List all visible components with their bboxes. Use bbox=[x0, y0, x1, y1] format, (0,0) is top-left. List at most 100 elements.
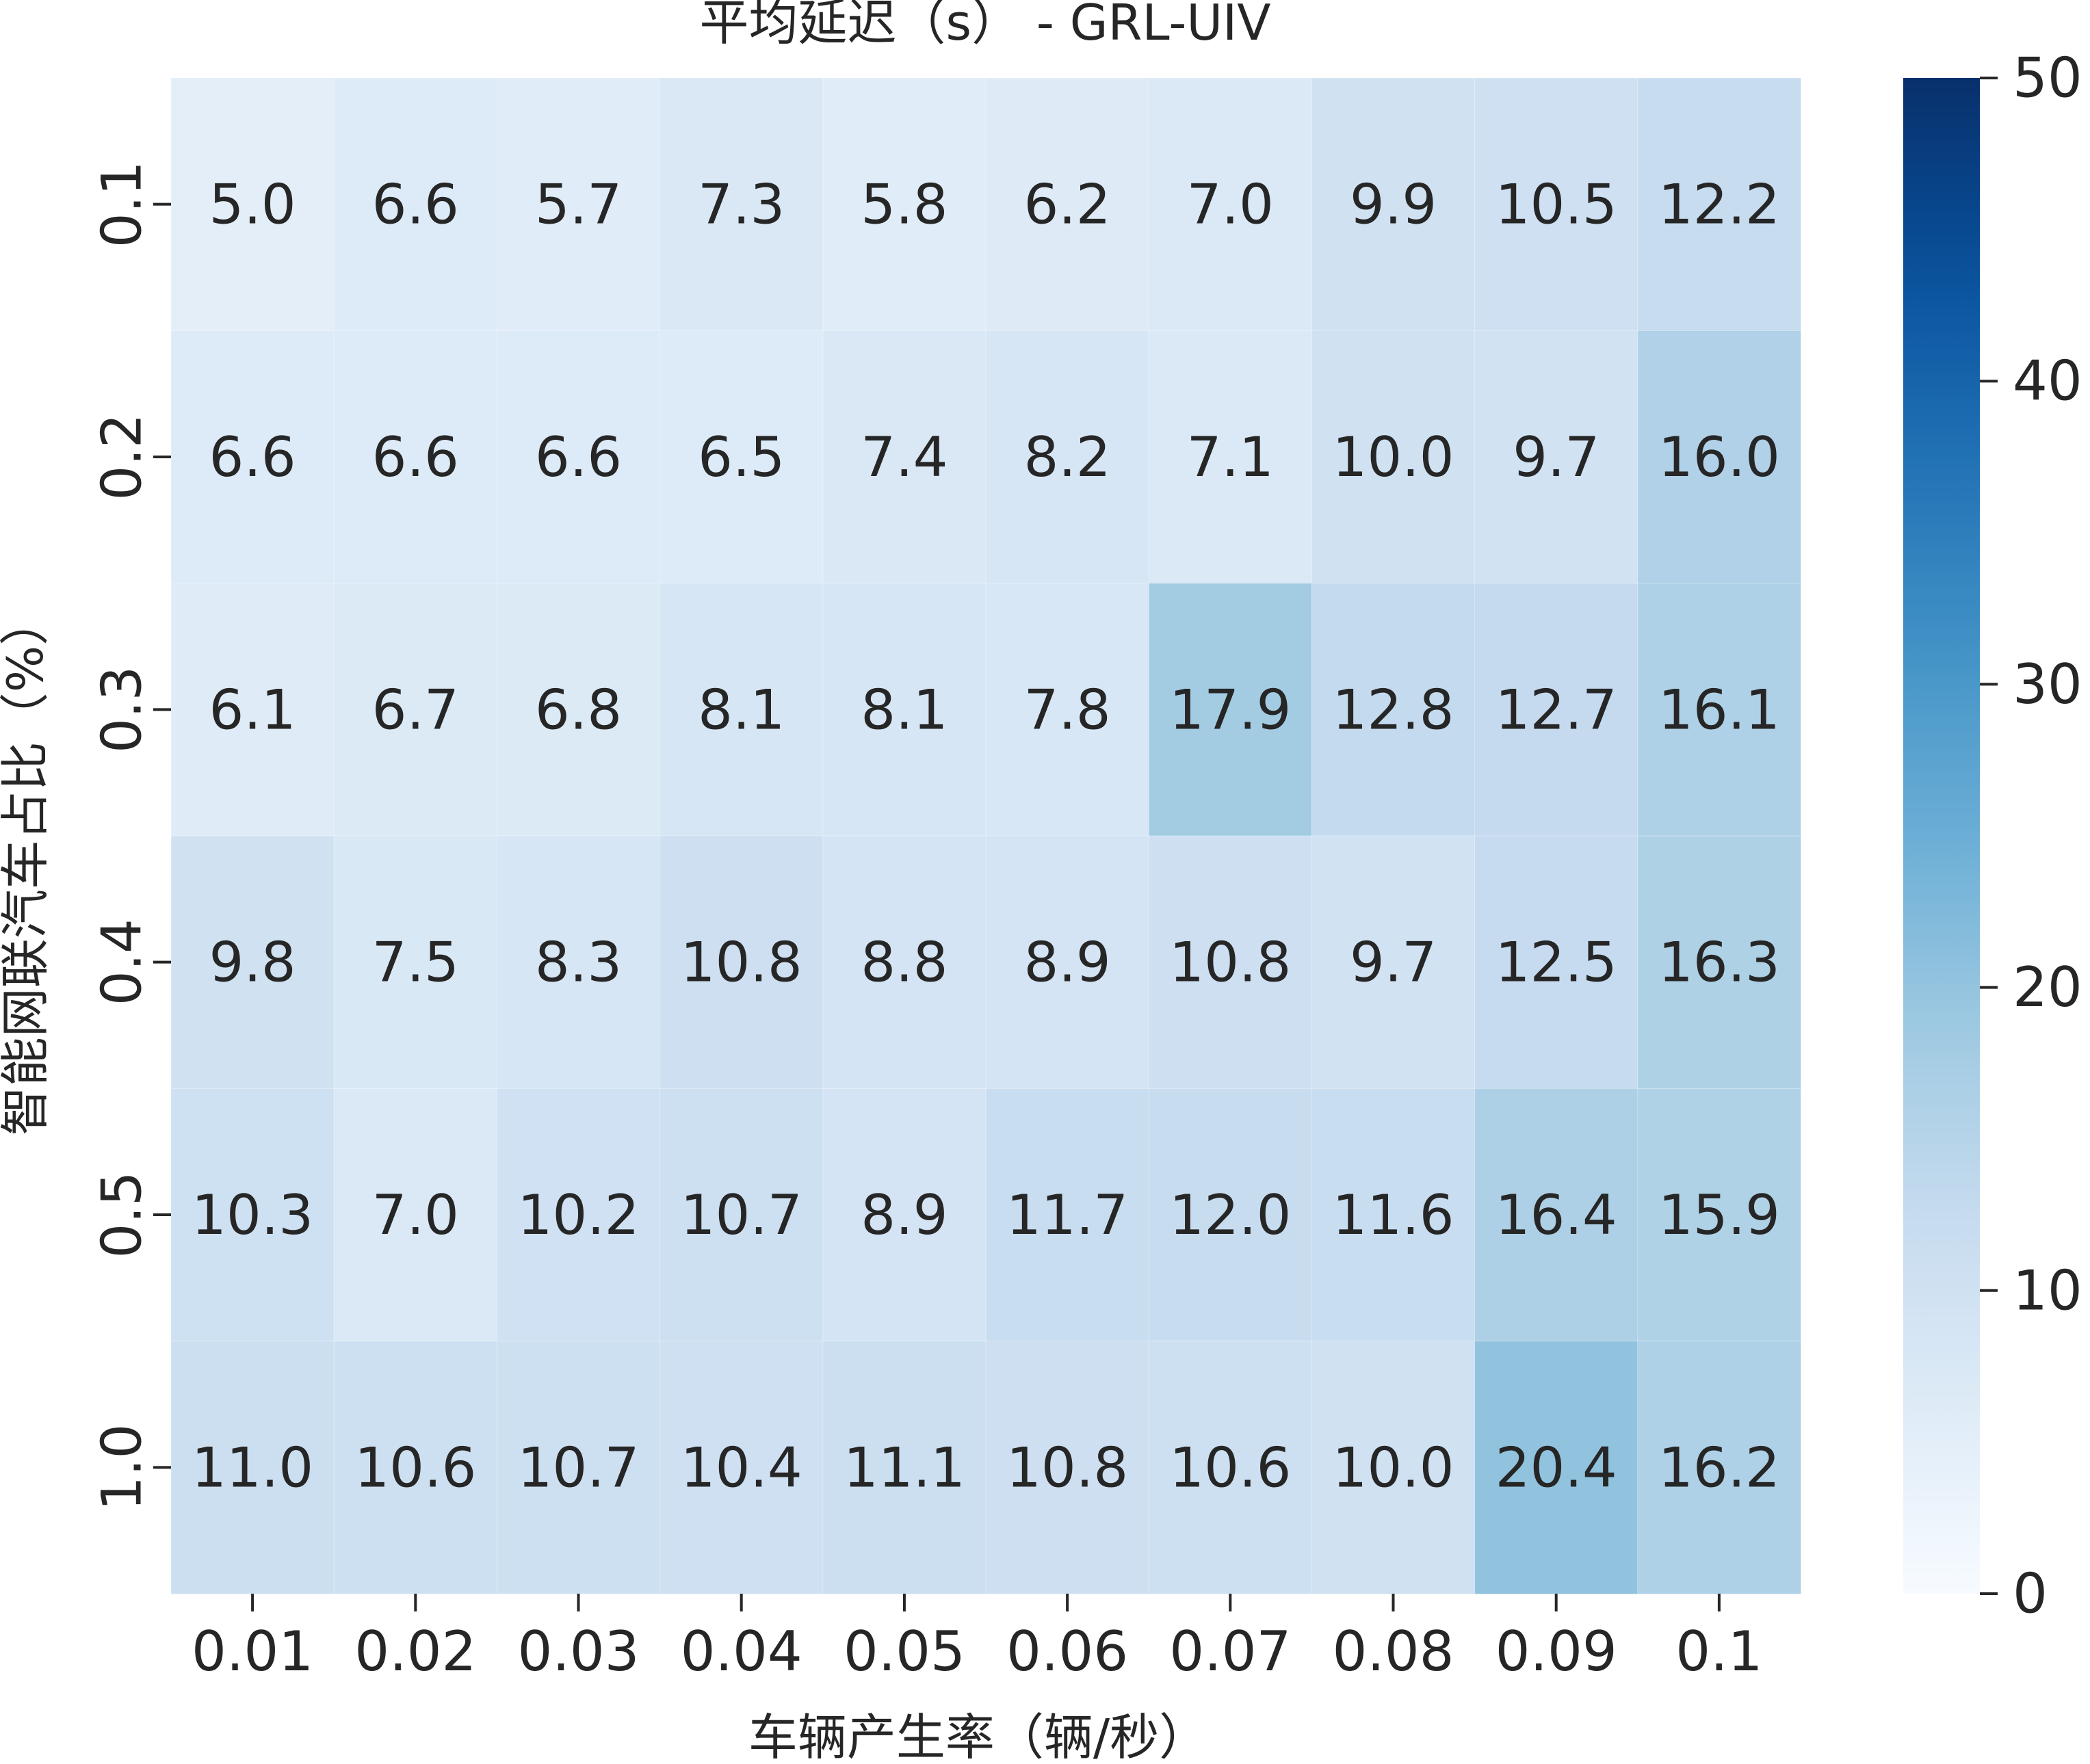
x-tick-label: 0.03 bbox=[517, 1620, 639, 1683]
y-axis-label: 智能网联汽车占比（%） bbox=[0, 596, 54, 1135]
cell-value-label: 10.3 bbox=[192, 1183, 313, 1247]
x-tick-label: 0.1 bbox=[1675, 1620, 1762, 1683]
cell-value-label: 12.8 bbox=[1332, 678, 1454, 741]
heatmap-cell bbox=[822, 330, 987, 584]
colorbar-tick-label: 50 bbox=[2013, 47, 2082, 110]
heatmap-cell bbox=[659, 1088, 824, 1342]
y-tick-label: 0.5 bbox=[90, 1171, 154, 1258]
cell-value-label: 16.2 bbox=[1658, 1436, 1780, 1499]
heatmap-cell bbox=[1311, 330, 1476, 584]
heatmap-cell bbox=[170, 77, 335, 332]
cell-value-label: 5.0 bbox=[209, 173, 296, 237]
x-axis-label: 车辆产生率（辆/秒） bbox=[748, 1709, 1208, 1764]
heatmap-cell bbox=[1311, 1088, 1476, 1342]
cell-value-label: 10.7 bbox=[681, 1183, 802, 1247]
cell-value-label: 7.3 bbox=[698, 173, 785, 237]
colorbar bbox=[1903, 78, 1980, 1594]
cell-value-label: 16.0 bbox=[1658, 425, 1780, 489]
heatmap-cell bbox=[333, 1088, 498, 1342]
cell-value-label: 10.5 bbox=[1495, 173, 1617, 237]
cell-value-label: 10.8 bbox=[1169, 931, 1291, 995]
cell-value-label: 7.4 bbox=[861, 425, 948, 489]
heatmap-cell bbox=[1637, 835, 1802, 1090]
heatmap-cell bbox=[1474, 1088, 1638, 1342]
y-tick-label: 0.2 bbox=[90, 413, 154, 500]
heatmap-cell bbox=[822, 77, 987, 332]
x-tick-label: 0.08 bbox=[1332, 1620, 1454, 1683]
cell-value-label: 10.8 bbox=[1006, 1436, 1128, 1499]
cell-value-label: 9.7 bbox=[1350, 931, 1437, 995]
y-tick-label: 0.1 bbox=[90, 161, 154, 248]
heatmap-cell bbox=[496, 77, 661, 332]
cell-value-label: 7.0 bbox=[1187, 173, 1274, 237]
cell-value-label: 8.1 bbox=[698, 678, 785, 741]
colorbar-tick-label: 0 bbox=[2013, 1562, 2048, 1626]
heatmap-cell bbox=[170, 835, 335, 1090]
cell-value-label: 17.9 bbox=[1169, 678, 1291, 741]
heatmap-cell bbox=[1637, 1088, 1802, 1342]
heatmap-cell bbox=[1311, 835, 1476, 1090]
x-tick-label: 0.07 bbox=[1169, 1620, 1291, 1683]
heatmap-cell bbox=[1148, 835, 1313, 1090]
heatmap-cell bbox=[496, 1341, 661, 1594]
cell-value-label: 12.7 bbox=[1495, 678, 1617, 741]
heatmap-cell bbox=[1474, 330, 1638, 584]
y-tick-label: 0.4 bbox=[90, 919, 154, 1005]
heatmap-cell-labels: 5.0 6.6 5.7 7.3 5.8 6.2 7.0 9.9 10.5 12.2 6.6 6.6 6.… bbox=[192, 173, 1780, 1500]
cell-value-label: 6.1 bbox=[209, 678, 296, 741]
cell-value-label: 12.0 bbox=[1169, 1183, 1291, 1247]
cell-value-label: 8.3 bbox=[535, 931, 622, 995]
heatmap-cell bbox=[1148, 583, 1313, 837]
heatmap-cell bbox=[1637, 77, 1802, 332]
colorbar-tick-label: 20 bbox=[2013, 956, 2082, 1019]
cell-value-label: 7.5 bbox=[372, 931, 459, 995]
chart-title: 平均延迟（s） - GRL-UIV bbox=[699, 0, 1270, 51]
colorbar-tick-label: 40 bbox=[2013, 350, 2082, 413]
cell-value-label: 6.6 bbox=[209, 425, 296, 489]
cell-value-label: 6.2 bbox=[1023, 173, 1110, 237]
cell-value-label: 7.0 bbox=[372, 1183, 459, 1247]
heatmap-cell bbox=[496, 1088, 661, 1342]
heatmap-cell bbox=[496, 583, 661, 837]
cell-value-label: 5.8 bbox=[861, 173, 948, 237]
heatmap-cells bbox=[170, 77, 1802, 1594]
heatmap-cell bbox=[496, 330, 661, 584]
cell-value-label: 12.2 bbox=[1658, 173, 1780, 237]
heatmap-cell bbox=[1637, 583, 1802, 837]
cell-value-label: 11.7 bbox=[1006, 1183, 1128, 1247]
cell-value-label: 15.9 bbox=[1658, 1183, 1780, 1247]
heatmap-cell bbox=[1148, 1341, 1313, 1594]
cell-value-label: 11.0 bbox=[192, 1436, 313, 1499]
colorbar-tick-label: 10 bbox=[2013, 1259, 2082, 1322]
heatmap-cell bbox=[985, 77, 1150, 332]
cell-value-label: 10.6 bbox=[354, 1436, 476, 1499]
x-tick-label: 0.06 bbox=[1006, 1620, 1128, 1683]
cell-value-label: 10.0 bbox=[1332, 1436, 1454, 1499]
x-tick-label: 0.02 bbox=[354, 1620, 476, 1683]
cell-value-label: 8.8 bbox=[861, 931, 948, 995]
heatmap-cell bbox=[1474, 583, 1638, 837]
cell-value-label: 11.6 bbox=[1332, 1183, 1454, 1247]
cell-value-label: 20.4 bbox=[1495, 1436, 1617, 1499]
cell-value-label: 10.0 bbox=[1332, 425, 1454, 489]
cell-value-label: 12.5 bbox=[1495, 931, 1617, 995]
y-axis: 0.1 0.2 0.3 0.4 0.5 1.0 bbox=[90, 161, 171, 1511]
cell-value-label: 11.1 bbox=[844, 1436, 965, 1499]
cell-value-label: 6.7 bbox=[372, 678, 459, 741]
x-tick-label: 0.09 bbox=[1495, 1620, 1617, 1683]
heatmap-cell bbox=[1474, 835, 1638, 1090]
cell-value-label: 6.6 bbox=[372, 173, 459, 237]
heatmap-cell bbox=[1311, 583, 1476, 837]
cell-value-label: 9.9 bbox=[1350, 173, 1437, 237]
heatmap-cell bbox=[985, 1341, 1150, 1594]
cell-value-label: 16.1 bbox=[1658, 678, 1780, 741]
cell-value-label: 6.5 bbox=[698, 425, 785, 489]
cell-value-label: 10.8 bbox=[681, 931, 802, 995]
cell-value-label: 10.6 bbox=[1169, 1436, 1291, 1499]
heatmap-cell bbox=[1474, 1341, 1638, 1594]
heatmap-cell bbox=[659, 835, 824, 1090]
cell-value-label: 10.2 bbox=[517, 1183, 639, 1247]
cell-value-label: 6.6 bbox=[535, 425, 622, 489]
cell-value-label: 10.7 bbox=[517, 1436, 639, 1499]
heatmap-cell bbox=[985, 330, 1150, 584]
